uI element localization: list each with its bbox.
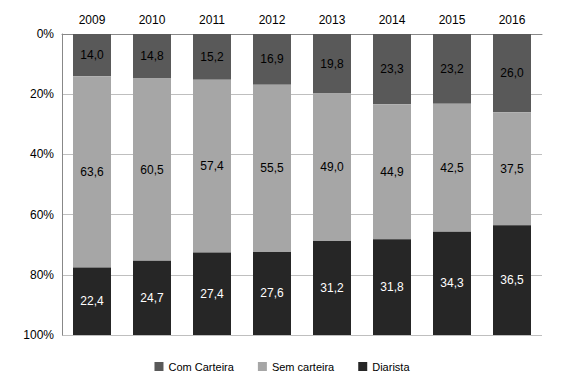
svg-text:Diarista: Diarista xyxy=(372,361,410,373)
svg-text:44,9: 44,9 xyxy=(380,165,404,179)
svg-text:16,9: 16,9 xyxy=(260,52,284,66)
svg-text:2013: 2013 xyxy=(319,13,346,27)
svg-text:2016: 2016 xyxy=(499,13,526,27)
svg-text:27,4: 27,4 xyxy=(200,287,224,301)
svg-text:Com Carteira: Com Carteira xyxy=(168,361,234,373)
svg-text:60%: 60% xyxy=(30,208,54,222)
svg-text:55,5: 55,5 xyxy=(260,161,284,175)
svg-text:19,8: 19,8 xyxy=(320,57,344,71)
svg-text:37,5: 37,5 xyxy=(500,162,524,176)
svg-text:36,5: 36,5 xyxy=(500,273,524,287)
svg-text:27,6: 27,6 xyxy=(260,286,284,300)
svg-text:24,7: 24,7 xyxy=(140,291,164,305)
svg-text:2015: 2015 xyxy=(439,13,466,27)
svg-text:15,2: 15,2 xyxy=(200,50,224,64)
svg-text:2012: 2012 xyxy=(259,13,286,27)
svg-text:2011: 2011 xyxy=(199,13,225,27)
svg-text:40%: 40% xyxy=(30,147,54,161)
svg-text:2009: 2009 xyxy=(79,13,106,27)
svg-text:42,5: 42,5 xyxy=(440,161,464,175)
svg-text:0%: 0% xyxy=(37,27,55,41)
svg-text:2014: 2014 xyxy=(379,13,406,27)
svg-text:60,5: 60,5 xyxy=(140,163,164,177)
svg-text:14,0: 14,0 xyxy=(80,48,104,62)
svg-text:57,4: 57,4 xyxy=(200,159,224,173)
svg-text:14,8: 14,8 xyxy=(140,49,164,63)
svg-text:31,2: 31,2 xyxy=(320,281,344,295)
svg-text:26,0: 26,0 xyxy=(500,66,524,80)
svg-text:2010: 2010 xyxy=(139,13,166,27)
svg-text:34,3: 34,3 xyxy=(440,276,464,290)
svg-text:63,6: 63,6 xyxy=(80,165,104,179)
svg-text:49,0: 49,0 xyxy=(320,160,344,174)
svg-text:22,4: 22,4 xyxy=(80,294,104,308)
svg-text:23,3: 23,3 xyxy=(380,62,404,76)
svg-text:80%: 80% xyxy=(30,268,54,282)
svg-text:23,2: 23,2 xyxy=(440,62,464,76)
svg-text:20%: 20% xyxy=(30,87,54,101)
svg-text:100%: 100% xyxy=(23,328,54,342)
svg-text:31,8: 31,8 xyxy=(380,280,404,294)
svg-text:Sem carteira: Sem carteira xyxy=(272,361,335,373)
